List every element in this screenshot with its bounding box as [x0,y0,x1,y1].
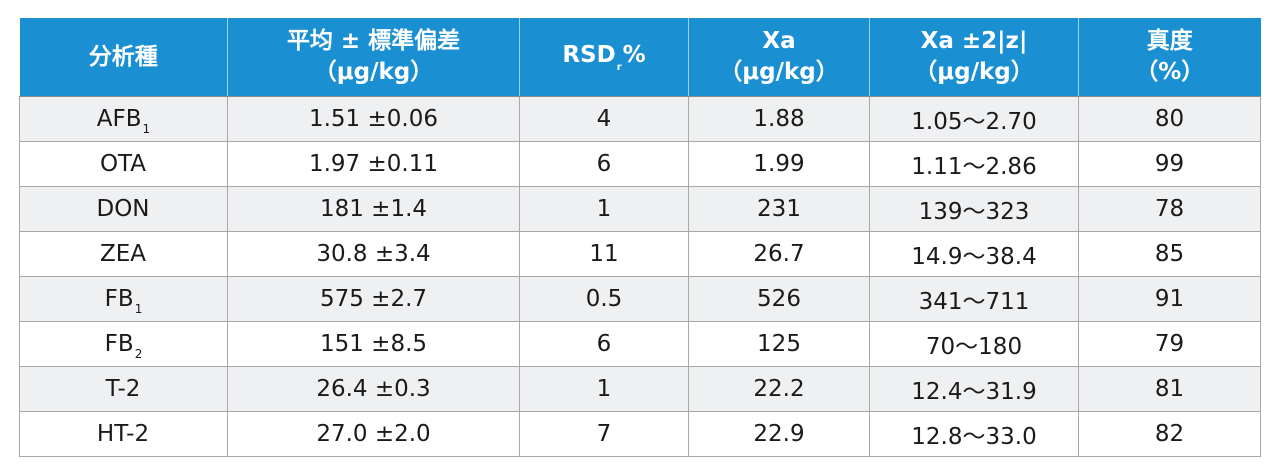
cell-trueness: 79 [1078,321,1261,367]
cell-rsd: 4 [519,96,689,142]
header-mean-sd-unit: （μg/kg） [313,59,434,85]
cell-mean-sd: 575 ±2.7 [227,276,520,322]
header-analyte-label: 分析種 [88,43,158,70]
cell-xa: 125 [688,321,870,367]
header-trueness-unit: （%） [1135,59,1205,85]
table-row: HT-2 27.0 ±2.0 7 22.9 12.8～33.0 82 [19,411,1261,457]
cell-rsd: 1 [519,366,689,412]
cell-rsd: 1 [519,186,689,232]
cell-rsd: 6 [519,141,689,187]
cell-trueness: 80 [1078,96,1261,142]
table-row: FB2 151 ±8.5 6 125 70～180 79 [19,321,1261,367]
cell-mean-sd: 1.51 ±0.06 [227,96,520,142]
cell-range: 70～180 [869,321,1079,367]
cell-rsd: 7 [519,411,689,457]
cell-trueness: 81 [1078,366,1261,412]
cell-xa: 22.2 [688,366,870,412]
header-analyte: 分析種 [19,18,228,97]
header-trueness: 真度 （%） [1078,18,1261,97]
cell-mean-sd: 151 ±8.5 [227,321,520,367]
cell-analyte: FB1 [19,276,228,322]
analyte-name: ZEA [99,241,147,267]
cell-mean-sd: 26.4 ±0.3 [227,366,520,412]
table-row: OTA 1.97 ±0.11 6 1.99 1.11～2.86 99 [19,141,1261,187]
cell-rsd: 6 [519,321,689,367]
header-xa-line1: Xa [762,28,796,54]
cell-trueness: 91 [1078,276,1261,322]
header-rsd-percent: % [622,41,646,68]
cell-analyte: ZEA [19,231,228,277]
cell-analyte: FB2 [19,321,228,367]
cell-range: 12.4～31.9 [869,366,1079,412]
cell-rsd: 0.5 [519,276,689,322]
cell-range: 341～711 [869,276,1079,322]
cell-analyte: AFB1 [19,96,228,142]
analyte-name: T-2 [105,376,141,402]
cell-analyte: OTA [19,141,228,187]
cell-rsd: 11 [519,231,689,277]
analyte-name: OTA [99,151,147,177]
cell-xa: 231 [688,186,870,232]
header-row: 分析種 平均 ± 標準偏差 （μg/kg） RSDr% Xa （μg/kg） X… [19,18,1261,97]
cell-range: 12.8～33.0 [869,411,1079,457]
table-row: DON 181 ±1.4 1 231 139～323 78 [19,186,1261,232]
analyte-subscript: 2 [134,347,143,361]
analyte-subscript: 1 [142,122,151,136]
analyte-subscript: 1 [134,302,143,316]
cell-range: 139～323 [869,186,1079,232]
table-row: T-2 26.4 ±0.3 1 22.2 12.4～31.9 81 [19,366,1261,412]
cell-mean-sd: 30.8 ±3.4 [227,231,520,277]
header-rsd-label: RSD [562,41,616,68]
cell-trueness: 85 [1078,231,1261,277]
cell-range: 14.9～38.4 [869,231,1079,277]
table-row: ZEA 30.8 ±3.4 11 26.7 14.9～38.4 85 [19,231,1261,277]
header-mean-sd-line1: 平均 ± 標準偏差 [286,28,461,54]
header-rsd-subscript: r [616,61,622,73]
analyte-name: HT-2 [96,421,150,447]
cell-analyte: DON [19,186,228,232]
header-xa: Xa （μg/kg） [688,18,870,97]
cell-xa: 26.7 [688,231,870,277]
cell-trueness: 78 [1078,186,1261,232]
header-xa-range: Xa ±2|z| （μg/kg） [869,18,1079,97]
header-xa-unit: （μg/kg） [719,59,839,85]
cell-analyte: T-2 [19,366,228,412]
cell-mean-sd: 181 ±1.4 [227,186,520,232]
cell-xa: 1.99 [688,141,870,187]
analyte-name: AFB [96,106,142,132]
cell-range: 1.05～2.70 [869,96,1079,142]
header-xa-range-unit: （μg/kg） [914,59,1034,85]
cell-trueness: 82 [1078,411,1261,457]
results-table-container: 分析種 平均 ± 標準偏差 （μg/kg） RSDr% Xa （μg/kg） X… [19,18,1261,457]
cell-mean-sd: 27.0 ±2.0 [227,411,520,457]
cell-range: 1.11～2.86 [869,141,1079,187]
header-xa-range-line1: Xa ±2|z| [920,28,1028,54]
cell-xa: 22.9 [688,411,870,457]
cell-mean-sd: 1.97 ±0.11 [227,141,520,187]
analyte-name: FB [104,331,134,357]
cell-trueness: 99 [1078,141,1261,187]
header-mean-sd: 平均 ± 標準偏差 （μg/kg） [227,18,520,97]
analyte-name: DON [96,196,150,222]
table-row: AFB1 1.51 ±0.06 4 1.88 1.05～2.70 80 [19,96,1261,142]
analyte-name: FB [104,286,134,312]
table-row: FB1 575 ±2.7 0.5 526 341～711 91 [19,276,1261,322]
cell-analyte: HT-2 [19,411,228,457]
header-rsd: RSDr% [519,18,689,97]
cell-xa: 526 [688,276,870,322]
results-table: 分析種 平均 ± 標準偏差 （μg/kg） RSDr% Xa （μg/kg） X… [19,18,1261,457]
header-trueness-line1: 真度 [1146,28,1193,54]
cell-xa: 1.88 [688,96,870,142]
